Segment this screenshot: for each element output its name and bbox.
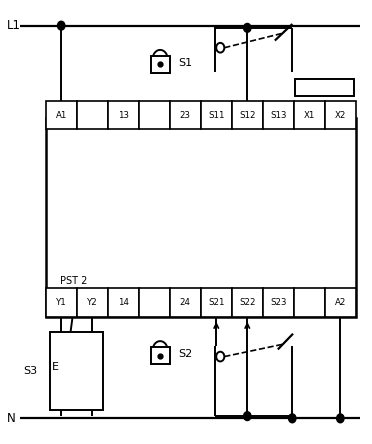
- Bar: [294, 288, 325, 317]
- Bar: [201, 101, 232, 129]
- Circle shape: [58, 21, 65, 30]
- Bar: [295, 79, 354, 96]
- Text: S1: S1: [179, 58, 193, 68]
- Bar: [108, 101, 139, 129]
- Text: 24: 24: [180, 298, 191, 307]
- Bar: [151, 56, 170, 73]
- Bar: [170, 101, 201, 129]
- Bar: [46, 101, 77, 129]
- Bar: [263, 101, 294, 129]
- Bar: [325, 101, 356, 129]
- Bar: [46, 288, 77, 317]
- Text: A1: A1: [55, 111, 67, 119]
- Text: S13: S13: [270, 111, 286, 119]
- Text: X2: X2: [335, 111, 346, 119]
- Bar: [232, 101, 263, 129]
- Circle shape: [244, 412, 251, 420]
- Bar: [77, 288, 108, 317]
- Text: S12: S12: [239, 111, 256, 119]
- Text: 14: 14: [118, 298, 129, 307]
- Text: L1: L1: [7, 19, 21, 32]
- Bar: [139, 101, 170, 129]
- Bar: [46, 118, 356, 317]
- Text: X1: X1: [304, 111, 315, 119]
- Bar: [201, 288, 232, 317]
- Bar: [77, 101, 108, 129]
- Circle shape: [337, 414, 344, 423]
- Text: S2: S2: [179, 349, 193, 359]
- Bar: [263, 288, 294, 317]
- Text: N: N: [7, 412, 16, 425]
- Text: E: E: [52, 362, 59, 372]
- Text: S11: S11: [208, 111, 225, 119]
- Bar: [294, 101, 325, 129]
- Circle shape: [244, 24, 251, 32]
- Text: 23: 23: [180, 111, 191, 119]
- Text: Y1: Y1: [56, 298, 67, 307]
- Bar: [170, 288, 201, 317]
- Text: S21: S21: [208, 298, 225, 307]
- Bar: [50, 332, 103, 410]
- Bar: [139, 288, 170, 317]
- Text: S3: S3: [23, 366, 38, 377]
- Text: S23: S23: [270, 298, 286, 307]
- Bar: [325, 288, 356, 317]
- Bar: [108, 288, 139, 317]
- Bar: [151, 347, 170, 364]
- Bar: [232, 288, 263, 317]
- Text: Y2: Y2: [87, 298, 97, 307]
- Text: S22: S22: [239, 298, 256, 307]
- Text: 13: 13: [118, 111, 129, 119]
- Text: PST 2: PST 2: [61, 276, 88, 286]
- Text: A2: A2: [335, 298, 346, 307]
- Circle shape: [289, 414, 296, 423]
